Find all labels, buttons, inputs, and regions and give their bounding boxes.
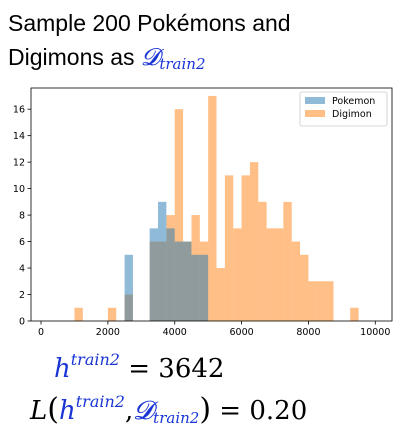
pokemon-bar	[174, 241, 184, 321]
digimon-bar	[300, 254, 309, 321]
loss-dataset-symbol: 𝓓	[133, 396, 154, 426]
y-tick-label: 10	[13, 184, 25, 195]
x-tick-label: 6000	[229, 327, 253, 338]
loss-equation: L(htrain2,𝓓train2) = 0.20	[30, 394, 307, 426]
digimon-bar	[275, 228, 284, 321]
digimon-bar	[291, 241, 301, 321]
loss-value: = 0.20	[211, 396, 308, 426]
x-tick-label: 2000	[96, 327, 120, 338]
digimon-bar	[350, 307, 359, 321]
h-value: = 3642	[119, 354, 225, 384]
x-tick-label: 4000	[163, 327, 187, 338]
h-symbol: h	[54, 354, 71, 384]
loss-symbol: L	[30, 396, 48, 426]
digimon-bar	[224, 175, 234, 321]
digimon-bar	[216, 268, 225, 321]
pokemon-bar	[149, 228, 159, 321]
pokemon-bar	[166, 228, 175, 321]
pokemon-bar	[183, 241, 192, 321]
loss-h-superscript: train2	[75, 392, 125, 411]
digimon-bar	[174, 109, 184, 321]
y-tick-label: 14	[13, 131, 25, 142]
slide-title-line1: Sample 200 Pokémons and	[8, 10, 291, 36]
y-tick-label: 2	[19, 290, 25, 301]
digimon-bar	[107, 307, 117, 321]
loss-paren-close: )	[199, 392, 212, 427]
h-superscript: train2	[70, 350, 120, 369]
digimon-bar	[325, 281, 334, 321]
y-tick-label: 16	[13, 105, 25, 116]
loss-h-symbol: h	[58, 396, 76, 426]
dataset-symbol: 𝓓	[140, 43, 160, 71]
legend-label-pokemon: Pokemon	[332, 96, 375, 107]
y-tick-label: 6	[19, 237, 25, 248]
digimon-bar	[233, 228, 242, 321]
pokemon-bar	[199, 254, 209, 321]
y-tick-label: 12	[13, 158, 25, 169]
digimon-bar	[308, 281, 317, 321]
digimon-bar	[258, 201, 267, 321]
loss-dataset-subscript: train2	[153, 409, 200, 427]
digimon-bar	[283, 201, 292, 321]
digimon-bar	[208, 95, 217, 322]
x-tick-label: 10000	[360, 327, 390, 338]
x-tick-label: 8000	[296, 327, 320, 338]
digimon-bar	[241, 175, 250, 321]
loss-paren-open: (	[47, 392, 59, 427]
digimon-bar	[316, 281, 326, 321]
histogram-chart: 0 2000 4000 6000 8000 10000 0 2 4 6 8 10 12 14 16 Pokem…	[13, 87, 393, 338]
y-tick-label: 8	[19, 211, 25, 222]
legend-swatch-pokemon	[305, 97, 325, 104]
y-tick-label: 0	[19, 317, 25, 328]
x-tick-label: 0	[38, 327, 44, 338]
title-prefix: Digimons as	[8, 44, 141, 70]
digimon-bar	[74, 307, 83, 321]
legend-label-digimon: Digimon	[332, 109, 372, 120]
slide-title-line2: Digimons as 𝓓train2	[8, 45, 206, 72]
digimon-bar	[249, 162, 259, 321]
pokemon-bar	[124, 254, 133, 321]
pokemon-bar	[158, 201, 167, 321]
pokemon-bar	[191, 254, 200, 321]
dataset-subscript: train2	[159, 55, 206, 73]
y-tick-label: 4	[19, 264, 25, 275]
loss-comma: ,	[124, 396, 134, 426]
h-equation: htrain2 = 3642	[54, 350, 225, 384]
legend-swatch-digimon	[305, 110, 325, 117]
axes-frame	[30, 87, 393, 322]
digimon-bar	[266, 228, 276, 321]
